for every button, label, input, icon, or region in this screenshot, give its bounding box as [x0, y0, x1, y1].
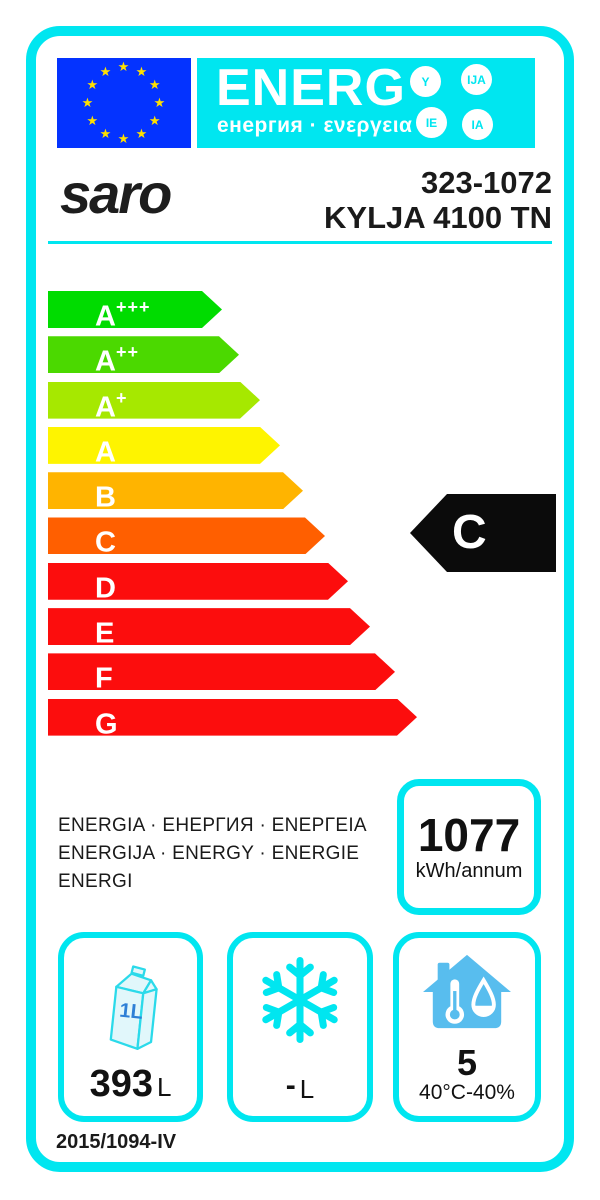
rating-bar-c: C: [48, 517, 325, 554]
fridge-volume-box: 1L 393 L: [58, 932, 203, 1122]
svg-text:★: ★: [118, 131, 130, 146]
energy-word-line: ENERGI: [58, 871, 133, 892]
svg-text:★: ★: [82, 95, 94, 110]
svg-text:★: ★: [136, 64, 148, 79]
article-number: 323-1072: [420, 165, 552, 200]
rating-bar-label: A+: [95, 387, 128, 424]
annual-consumption-value: 1077: [417, 809, 521, 861]
svg-text:★: ★: [86, 77, 98, 92]
regulation-reference: 2015/1094-IV: [56, 1131, 177, 1153]
carton-size-text: 1L: [118, 1000, 144, 1024]
eu-flag-stars: ★ ★ ★★ ★★ ★★ ★★ ★★: [82, 59, 166, 146]
svg-text:★: ★: [100, 126, 112, 141]
current-class-letter: C: [452, 506, 487, 559]
droplet-glyph: [471, 976, 496, 1017]
house-climate-icon: [423, 954, 511, 1029]
milk-carton-icon: 1L: [109, 965, 158, 1050]
energ-wordmark: ENERG: [216, 59, 406, 117]
rating-bar-a3: A+++: [48, 291, 222, 328]
model-name: KYLJA 4100 TN: [324, 200, 552, 235]
rating-bar-b: B: [48, 472, 303, 509]
rating-scale: A+++ A++ A+ A B C D E F G: [48, 291, 468, 744]
energ-suffix-badge-y: Y: [410, 66, 441, 97]
rating-bar-f: F: [48, 653, 395, 690]
rating-bar-d: D: [48, 563, 348, 600]
energ-subtitle: енергия · ενεργεια: [217, 114, 413, 137]
svg-text:★: ★: [149, 113, 161, 128]
eu-flag: ★ ★ ★ ★ ★ ★ ★ ★ ★ ★ ★ ★: [57, 58, 191, 148]
eu-flag-graphic: ★ ★ ★★ ★★ ★★ ★★ ★★: [57, 58, 191, 148]
climate-class-box: 5 40°C-40%: [393, 932, 541, 1122]
fridge-volume-unit: L: [156, 1072, 172, 1102]
svg-text:★: ★: [118, 59, 130, 74]
rating-bar-label: E: [95, 617, 115, 650]
rating-bar-g: G: [48, 699, 417, 736]
thermometer-glyph: [445, 979, 465, 1024]
rating-bar-label: F: [95, 663, 113, 696]
svg-text:★: ★: [100, 64, 112, 79]
rating-bar-a2: A++: [48, 336, 239, 373]
rating-bar-e: E: [48, 608, 370, 645]
fridge-volume-caption: 393 L: [90, 1063, 172, 1106]
climate-condition: 40°C-40%: [419, 1081, 515, 1104]
brand-logo: saro: [60, 162, 172, 225]
eu-flag-field: [57, 58, 191, 148]
rating-bar-a: A: [48, 427, 280, 464]
rating-bar-label: A: [95, 436, 116, 469]
energy-word-line: ENERGIA · ЕНЕРГИЯ · ΕΝΕΡΓΕΙΑ: [58, 815, 367, 836]
fridge-volume-value: 393: [89, 1063, 153, 1105]
freezer-volume-caption: -L: [285, 1069, 315, 1106]
svg-text:★: ★: [86, 113, 98, 128]
annual-consumption-unit: kWh/annum: [415, 860, 523, 882]
energ-suffix-badge-ie: IE: [416, 107, 447, 138]
energ-suffix-badge-ia: IA: [462, 109, 493, 140]
svg-text:★: ★: [136, 126, 148, 141]
rating-bar-label: B: [95, 481, 116, 514]
rating-bar-label: C: [95, 527, 116, 560]
rating-bar-label: D: [95, 572, 116, 605]
rating-bar-label: G: [95, 708, 118, 741]
label-frame: [26, 26, 574, 1172]
freezer-volume-value: -: [285, 1069, 296, 1102]
climate-class-value: 5: [456, 1042, 477, 1083]
rating-bar-label: A+++: [95, 297, 151, 333]
annual-consumption-box: 1077 kWh/annum: [397, 779, 541, 915]
energy-word-list: ENERGIA · ЕНЕРГИЯ · ΕΝΕΡΓΕΙΑ ENERGIJA · …: [58, 812, 367, 896]
freezer-volume-unit: L: [299, 1074, 315, 1104]
energy-word-line: ENERGIJA · ENERGY · ENERGIE: [58, 843, 360, 864]
energ-suffix-badge-ija: IJA: [461, 64, 492, 95]
rating-bar-a1: A+: [48, 382, 260, 419]
freezer-volume-box: -L: [227, 932, 373, 1122]
header-separator: [48, 241, 552, 244]
snowflake-icon: [262, 956, 338, 1044]
svg-text:★: ★: [154, 95, 166, 110]
svg-text:★: ★: [149, 77, 161, 92]
rating-bar-label: A++: [95, 342, 139, 378]
